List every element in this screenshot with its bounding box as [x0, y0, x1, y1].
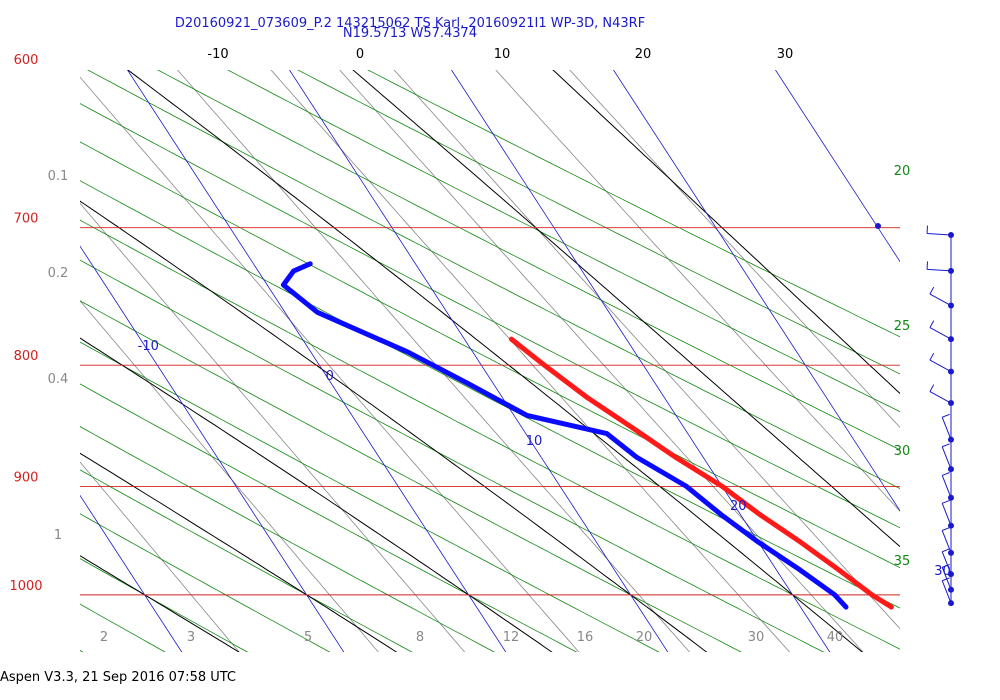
mixing-ratio-line: [495, 70, 900, 512]
isobar-label: 700: [14, 212, 39, 227]
mixing-ratio-label: 5: [304, 630, 312, 645]
wind-barb-flag: [929, 384, 935, 392]
dewpoint-trace: [280, 261, 849, 610]
isotherm-line: [127, 70, 507, 652]
dry-adiabat-line: [227, 70, 900, 413]
mixing-ratio-line: [339, 70, 864, 652]
dry-adiabat-line: [87, 70, 900, 489]
chart-title-line2: N19.5713 W57.4374: [342, 26, 478, 41]
dry-adiabat-line: [80, 469, 413, 652]
isobar-label: 900: [14, 470, 39, 485]
mixing-ratio-label: 3: [187, 630, 195, 645]
wind-barb-staff: [941, 503, 952, 526]
wind-barb-flag: [942, 413, 950, 418]
isotherm-line: [451, 70, 831, 652]
isotherm-label: 10: [526, 434, 543, 449]
moist-adiabat-line: [352, 70, 900, 548]
mixing-ratio-label: 0.2: [48, 266, 69, 281]
footer-text: Aspen V3.3, 21 Sep 2016 07:58 UTC: [0, 670, 237, 685]
mixing-ratio-label: 1: [54, 528, 62, 543]
dry-adiabat-line: [80, 141, 900, 569]
moist-adiabat-line: [80, 337, 553, 652]
dry-adiabat-line: [80, 426, 496, 652]
moist-adiabat-label: -10: [207, 47, 228, 62]
moist-adiabat-line: [80, 200, 708, 652]
dry-adiabat-line: [80, 341, 660, 652]
wind-barb-flag: [942, 577, 950, 582]
wind-barb-staff: [929, 293, 952, 306]
dry-adiabat-line: [367, 70, 900, 338]
wind-barb-staff: [941, 417, 952, 440]
mixing-ratio-line: [177, 70, 691, 652]
moist-adiabat-line: [552, 70, 900, 395]
mixing-ratio-line: [393, 70, 900, 630]
moist-adiabat-label: 10: [494, 47, 511, 62]
wind-barb-flag: [929, 352, 935, 361]
wind-barb-flag: [942, 472, 950, 476]
mixing-ratio-label: 30: [748, 630, 765, 645]
isotherm-label: -10: [138, 339, 159, 354]
wind-barb-staff: [941, 446, 952, 470]
isotherm-line: [891, 0, 1000, 684]
wind-barb-flag: [942, 563, 950, 568]
wind-barb-flag: [929, 320, 935, 328]
mixing-ratio-label: 40: [827, 630, 844, 645]
mixing-ratio-label: 0.1: [48, 169, 69, 184]
moist-adiabat-label: 30: [777, 47, 794, 62]
dry-adiabat-line: [80, 513, 331, 652]
wind-barb-staff: [927, 233, 952, 236]
moist-adiabat-label: 20: [635, 47, 652, 62]
wind-barb-flag: [929, 286, 935, 295]
moist-adiabat-label: 0: [356, 47, 364, 62]
mixing-ratio-label: 8: [416, 630, 424, 645]
wind-barb-staff: [927, 268, 952, 272]
isotherm-label: 30: [934, 564, 951, 579]
dry-adiabat-label: 30: [894, 444, 911, 459]
mixing-ratio-label: 20: [636, 630, 653, 645]
dry-adiabat-line: [157, 70, 900, 451]
moist-adiabat-line: [80, 555, 240, 652]
mixing-ratio-line: [80, 202, 466, 652]
dry-adiabat-line: [80, 259, 825, 652]
mixing-ratio-line: [80, 300, 379, 652]
wind-barb-dot: [875, 223, 881, 229]
isotherm-line: [775, 70, 900, 263]
mixing-ratio-label: 2: [100, 630, 108, 645]
wind-barb-flag: [942, 443, 950, 448]
isotherm-line: [80, 245, 345, 652]
wind-barb-staff: [941, 551, 952, 575]
moist-adiabat-line: [80, 452, 398, 652]
isotherm-line: [613, 70, 900, 512]
isobar-label: 600: [14, 53, 39, 68]
mixing-ratio-label: 0.4: [48, 372, 69, 387]
isotherm-line: [289, 70, 669, 652]
isotherm-label: 0: [326, 369, 334, 384]
wind-barb-flag: [942, 499, 950, 504]
dry-adiabat-label: 20: [894, 164, 911, 179]
dry-adiabat-label: 25: [894, 319, 911, 334]
temperature-trace: [508, 336, 894, 610]
isotherm-label: 20: [730, 499, 747, 514]
dry-adiabat-line: [297, 70, 900, 375]
wind-barb-staff: [929, 391, 952, 404]
isobar-label: 800: [14, 349, 39, 364]
isotherm-line: [80, 494, 183, 652]
wind-barb-flag: [942, 527, 950, 531]
chart-title-line1: D20160921_073609_P.2 143215062 TS Karl, …: [174, 16, 646, 31]
wind-barb-staff: [941, 580, 952, 604]
wind-barb-staff: [941, 475, 952, 498]
mixing-ratio-label: 16: [577, 630, 594, 645]
dry-adiabat-label: 35: [894, 554, 911, 569]
wind-barb-staff: [929, 327, 952, 340]
mixing-ratio-line: [569, 70, 900, 428]
moist-adiabat-line: [127, 70, 863, 652]
isobar-label: 1000: [9, 579, 42, 594]
dry-adiabat-line: [80, 103, 900, 529]
wind-barb-staff: [929, 359, 952, 373]
wind-barb-flag: [942, 548, 950, 553]
mixing-ratio-label: 12: [503, 630, 520, 645]
